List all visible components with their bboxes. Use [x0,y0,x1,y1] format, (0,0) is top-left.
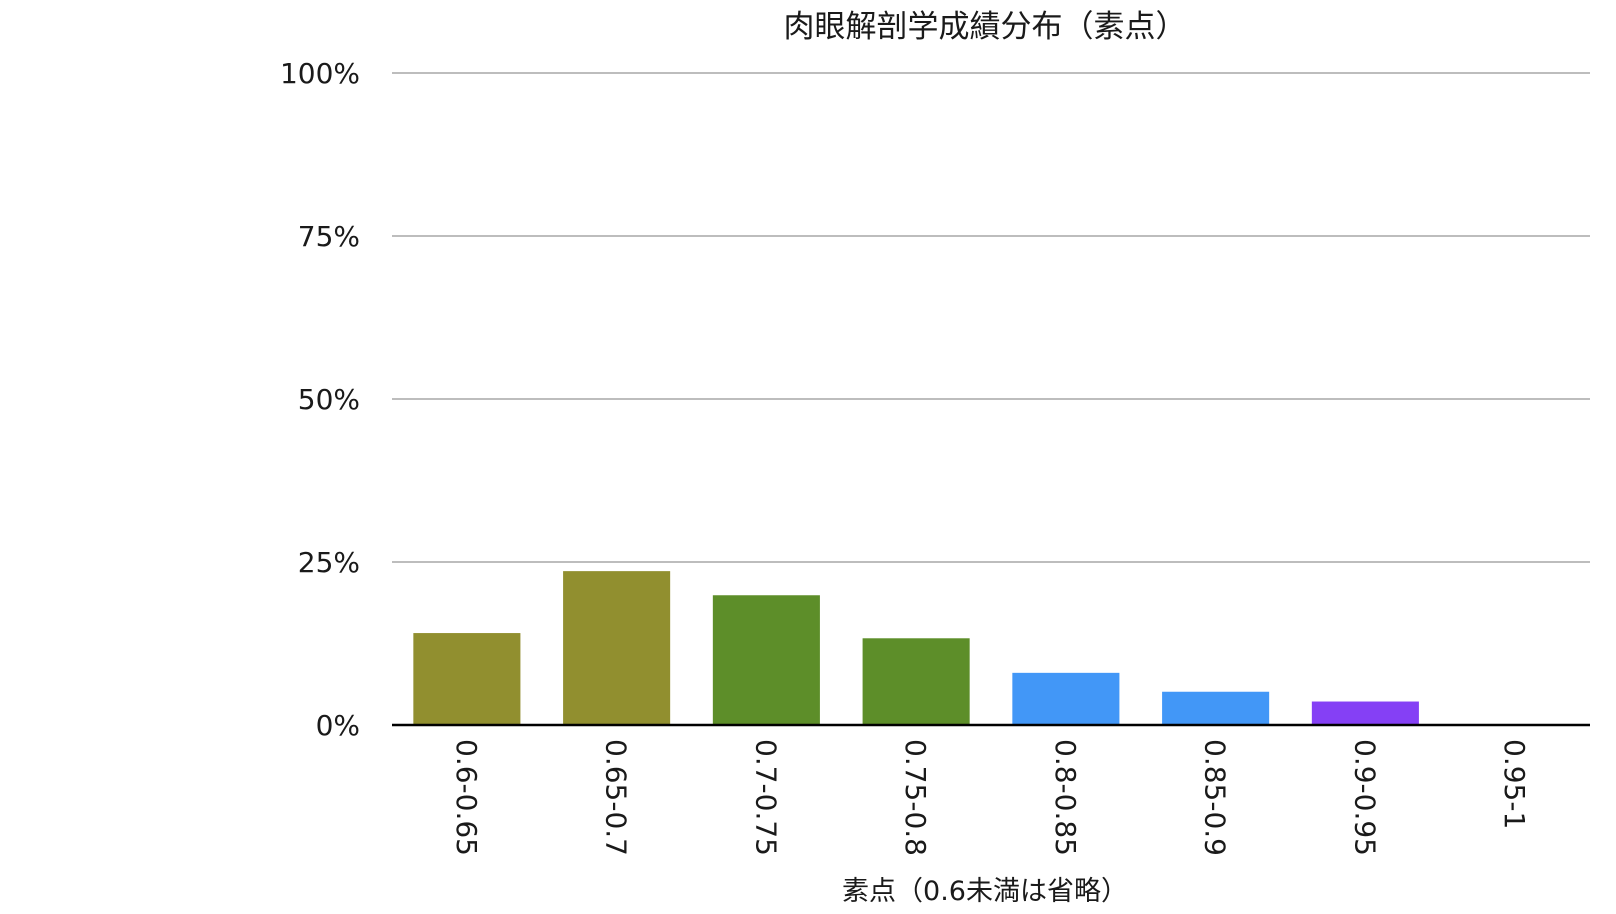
y-tick-label: 25% [298,546,360,579]
x-tick-label: 0.65-0.7 [600,739,633,856]
bar [712,595,820,725]
grid-lines [392,72,1590,563]
x-tick-label: 0.95-1 [1498,739,1531,829]
y-axis-tick-labels: 0% 25% 50% 75% 100% [280,57,360,742]
x-tick-label: 0.9-0.95 [1348,739,1381,856]
x-axis-tick-labels: 0.6-0.65 0.65-0.7 0.7-0.75 0.75-0.8 0.8-0.85… [450,739,1531,856]
y-tick-label: 75% [298,220,360,253]
bar [413,633,521,725]
x-tick-label: 0.8-0.85 [1049,739,1082,856]
y-tick-label: 0% [316,709,360,742]
bars [413,571,1419,725]
bar [862,638,970,725]
x-tick-label: 0.6-0.65 [450,739,483,856]
x-axis-label: 素点（0.6未満は省略） [842,876,1128,907]
bar [1311,701,1419,725]
bar [1012,672,1120,725]
x-tick-label: 0.75-0.8 [899,739,932,856]
x-tick-label: 0.7-0.75 [749,739,782,856]
chart-title: 肉眼解剖学成績分布（素点） [784,9,1187,45]
y-tick-label: 50% [298,383,360,416]
y-tick-label: 100% [280,57,360,90]
bar [563,571,671,725]
bar [1162,691,1270,725]
x-tick-label: 0.85-0.9 [1199,739,1232,856]
